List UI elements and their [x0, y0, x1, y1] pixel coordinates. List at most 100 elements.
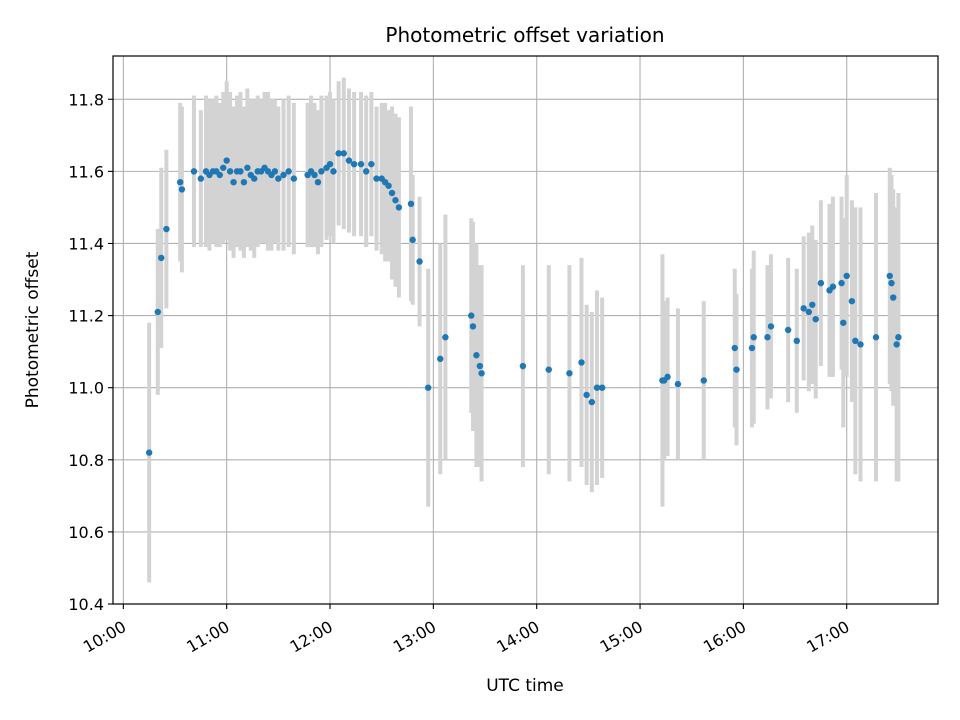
data-point: [244, 164, 251, 171]
data-point: [888, 279, 895, 287]
y-tick-label: 11.4: [68, 234, 104, 253]
data-point: [145, 449, 153, 456]
data-point: [362, 168, 370, 175]
data-point: [829, 283, 837, 290]
data-point: [700, 377, 707, 384]
data-point: [230, 178, 237, 186]
data-point: [350, 160, 358, 168]
data-point: [588, 398, 596, 406]
data-point: [664, 373, 671, 381]
data-point: [578, 359, 585, 366]
data-point: [812, 315, 819, 323]
data-point: [748, 344, 756, 352]
plot-frame: [112, 55, 939, 605]
data-point: [251, 175, 258, 182]
data-point: [750, 334, 757, 341]
data-point: [290, 175, 298, 182]
data-point: [158, 254, 165, 262]
data-point: [519, 362, 527, 370]
data-point: [197, 175, 205, 182]
data-point: [220, 164, 227, 171]
data-point: [326, 160, 334, 168]
data-point: [311, 171, 318, 179]
data-point: [733, 366, 740, 373]
data-point: [392, 197, 399, 204]
data-point: [340, 150, 347, 157]
data-point: [176, 178, 184, 186]
data-point: [407, 200, 415, 208]
y-tick-label: 11.8: [68, 90, 104, 109]
data-point: [416, 258, 423, 265]
data-point: [437, 355, 444, 363]
data-point: [271, 168, 279, 175]
data-point: [442, 334, 449, 341]
data-point: [809, 301, 816, 308]
data-point: [764, 334, 771, 341]
data-point: [226, 168, 234, 175]
data-point: [178, 186, 186, 193]
data-point: [566, 370, 573, 377]
data-point: [598, 384, 606, 391]
data-point: [872, 334, 880, 341]
y-axis: 10.4 10.6 10.8 11.0 11.2 11.4 11.6 11.8: [68, 90, 113, 614]
data-point: [373, 175, 380, 182]
data-point: [424, 384, 432, 391]
data-point: [163, 225, 170, 233]
data-point: [409, 236, 416, 244]
data-point: [223, 157, 230, 164]
data-point: [275, 175, 282, 182]
data-point: [388, 189, 396, 197]
data-point: [840, 319, 847, 326]
data-point: [345, 157, 353, 164]
data-point: [216, 171, 223, 179]
data-point: [285, 168, 292, 175]
data-point: [469, 323, 477, 330]
chart-title: Photometric offset variation: [385, 23, 664, 47]
data-point: [793, 337, 800, 345]
data-point: [545, 366, 552, 373]
data-point: [852, 337, 859, 345]
data-point: [817, 279, 825, 287]
data-point: [805, 308, 813, 316]
data-point: [476, 362, 484, 370]
data-point: [843, 272, 850, 280]
data-point: [314, 178, 322, 186]
data-point: [280, 171, 287, 179]
y-tick-label: 11.2: [68, 307, 104, 326]
data-point: [784, 326, 792, 334]
y-tick-label: 10.6: [68, 523, 104, 542]
data-point: [318, 168, 325, 175]
data-point: [767, 323, 775, 330]
data-point: [330, 168, 337, 175]
data-point: [335, 150, 342, 157]
data-point: [731, 344, 738, 352]
data-point: [838, 279, 845, 287]
data-point: [385, 182, 392, 189]
data-point: [857, 341, 864, 348]
x-axis-label: UTC time: [486, 676, 564, 696]
data-point: [240, 178, 248, 186]
data-point: [674, 380, 682, 388]
data-point: [593, 384, 601, 391]
data-point: [154, 308, 161, 316]
data-point: [473, 352, 480, 359]
data-point: [848, 297, 856, 305]
point-layer: [145, 150, 902, 456]
data-point: [893, 341, 900, 348]
y-axis-label: Photometric offset: [23, 251, 43, 408]
data-point: [190, 168, 198, 175]
data-point: [237, 168, 244, 175]
y-tick-label: 11.6: [68, 162, 104, 181]
data-point: [886, 272, 893, 280]
data-point: [368, 160, 375, 168]
data-point: [583, 391, 590, 399]
data-point: [895, 334, 902, 341]
data-point: [478, 370, 485, 377]
data-point: [890, 294, 897, 301]
data-point: [468, 312, 475, 319]
data-point: [357, 160, 365, 168]
y-tick-label: 11.0: [68, 379, 104, 398]
y-tick-label: 10.8: [68, 451, 104, 470]
data-point: [800, 305, 807, 312]
y-tick-label: 10.4: [68, 595, 104, 614]
